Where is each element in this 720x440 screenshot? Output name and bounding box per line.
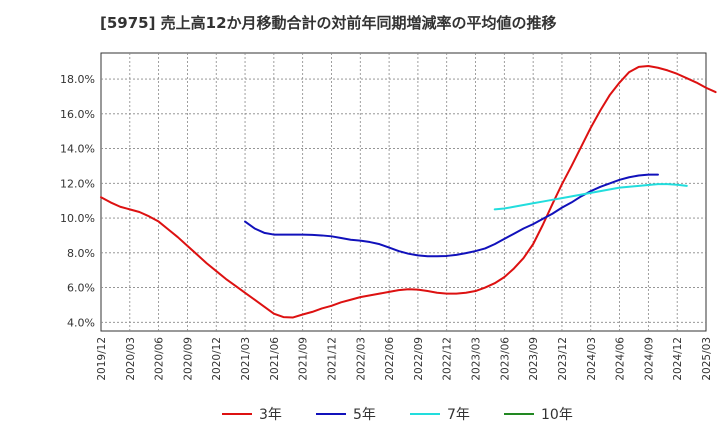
y-axis-ticks: 4.0% 6.0% 8.0% 10.0% 12.0% 14.0% 16.0% 18.0% — [60, 73, 95, 329]
x-tick-label: 2024/09 — [643, 337, 655, 381]
y-tick-label: 14.0% — [60, 143, 95, 156]
x-tick-label: 2020/03 — [125, 337, 137, 381]
legend-label-2: 7年 — [447, 407, 470, 423]
x-tick-label: 2024/12 — [672, 337, 684, 381]
x-tick-label: 2021/06 — [269, 337, 281, 381]
x-tick-label: 2024/06 — [615, 337, 627, 381]
series-line-1 — [244, 173, 659, 258]
y-tick-label: 18.0% — [60, 73, 95, 86]
x-axis-ticks: 2019/12 2020/03 2020/06 2020/09 2020/12 2021/… — [96, 337, 713, 381]
legend: 3年 5年 7年 10年 — [222, 407, 573, 423]
x-tick-label: 2022/03 — [355, 337, 367, 381]
x-tick-label: 2023/03 — [471, 337, 483, 381]
y-tick-label: 10.0% — [60, 212, 95, 225]
legend-label-0: 3年 — [259, 407, 282, 423]
x-tick-label: 2019/12 — [96, 337, 108, 381]
x-tick-label: 2021/03 — [240, 337, 252, 381]
x-tick-label: 2023/12 — [557, 337, 569, 381]
series-lines — [100, 65, 717, 319]
x-tick-label: 2020/12 — [211, 337, 223, 381]
legend-label-3: 10年 — [541, 407, 573, 423]
plot-area — [100, 52, 707, 332]
x-tick-label: 2022/09 — [413, 337, 425, 381]
x-tick-label: 2022/12 — [442, 337, 454, 381]
y-tick-label: 4.0% — [67, 316, 95, 329]
plot-frame — [100, 52, 707, 332]
x-tick-label: 2022/06 — [384, 337, 396, 381]
x-tick-label: 2023/09 — [528, 337, 540, 381]
x-tick-label: 2021/09 — [298, 337, 310, 381]
legend-label-1: 5年 — [353, 407, 376, 423]
y-tick-label: 6.0% — [67, 282, 95, 295]
y-tick-label: 8.0% — [67, 247, 95, 260]
x-tick-label: 2024/03 — [586, 337, 598, 381]
x-tick-label: 2020/09 — [182, 337, 194, 381]
x-tick-label: 2020/06 — [154, 337, 166, 381]
x-tick-label: 2025/03 — [701, 337, 713, 381]
y-tick-label: 12.0% — [60, 177, 95, 190]
x-tick-label: 2021/12 — [326, 337, 338, 381]
series-line-0 — [100, 65, 717, 319]
y-tick-label: 16.0% — [60, 108, 95, 121]
series-line-2 — [493, 183, 688, 211]
grid-lines — [101, 53, 706, 331]
chart-title: [5975] 売上高12か月移動合計の対前年同期増減率の平均値の推移 — [100, 14, 557, 32]
x-tick-label: 2023/06 — [499, 337, 511, 381]
